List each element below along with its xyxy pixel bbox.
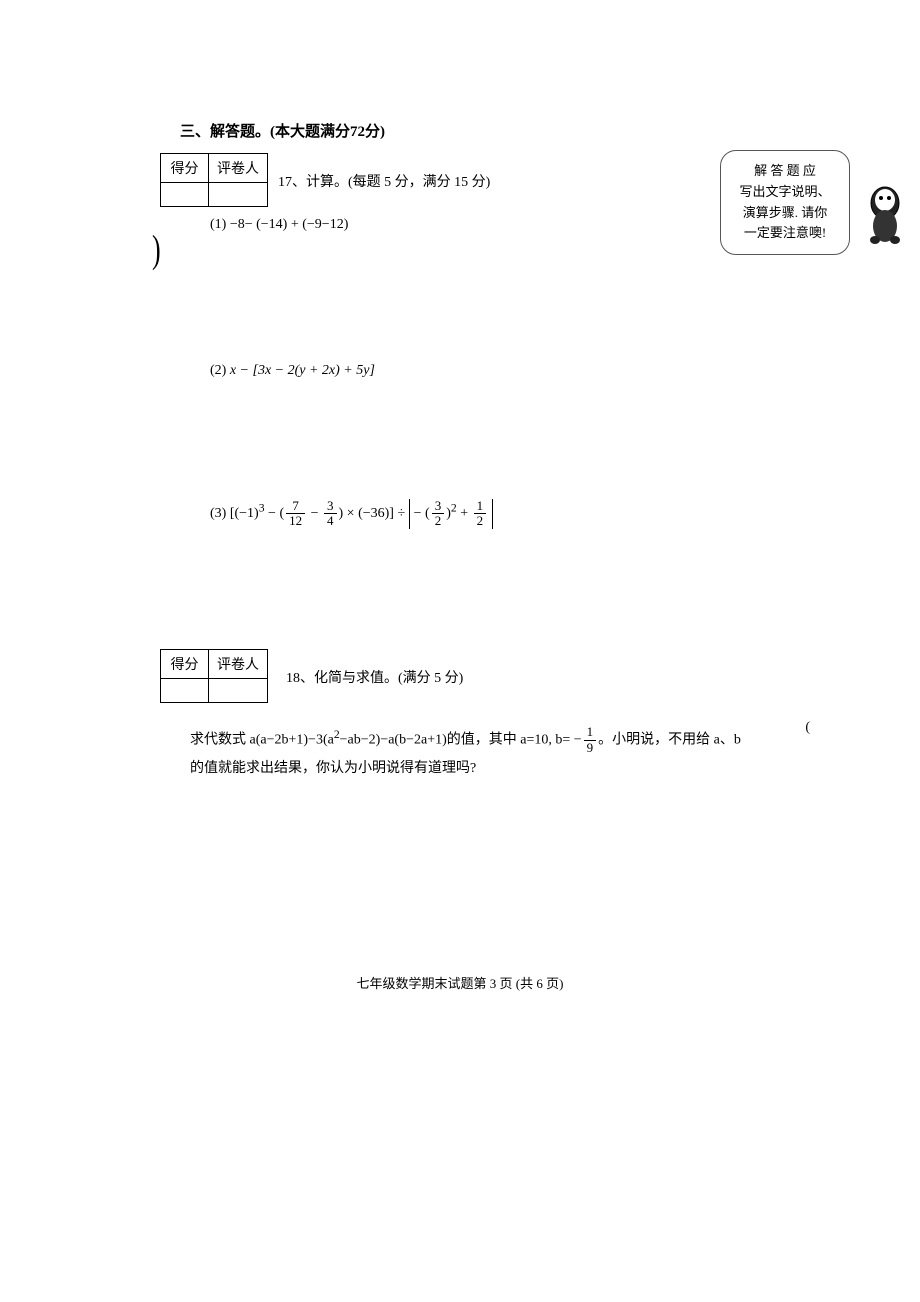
q17-frac3-num: 3 <box>432 499 445 514</box>
q17-header-row: 得分 评卷人 17、计算。(每题 5 分，满分 15 分) <box>160 153 780 207</box>
q17-sub3-c: − <box>307 506 322 521</box>
stray-bracket: ) <box>152 228 161 273</box>
q17-sub2-prefix: (2) <box>210 363 230 378</box>
q17-frac4: 12 <box>474 499 487 529</box>
q17-frac1: 712 <box>286 499 305 529</box>
q17-abs: − (32)2 + 12 <box>409 499 493 529</box>
q17-sub3-a: [(−1) <box>230 506 259 521</box>
score-table-q18: 得分 评卷人 <box>160 649 268 703</box>
stray-paren: ( <box>805 720 810 736</box>
q17-label: 17、计算。(每题 5 分，满分 15 分) <box>278 171 490 191</box>
q18-frac-den: 9 <box>584 741 597 755</box>
score-col-header: 得分 <box>161 154 209 183</box>
q17-sub3: (3) [(−1)3 − (712 − 34) × (−36)] ÷ − (32… <box>210 499 780 529</box>
q17-sub1-expr: −8− (−14) + (−9−12) <box>230 217 349 232</box>
callout-line4: 一定要注意噢! <box>729 223 841 244</box>
q18-body-c: 。小明说，不用给 a、b <box>598 732 741 747</box>
q17-sub3-g: + <box>457 506 472 521</box>
callout-line3: 演算步骤. 请你 <box>729 203 841 224</box>
q18-body-b: −ab−2)−a(b−2a+1)的值，其中 a=10, b= − <box>340 732 582 747</box>
callout-bubble: 解 答 题 应 写出文字说明、 演算步骤. 请你 一定要注意噢! <box>720 150 850 255</box>
q17-sub2: (2) x − [3x − 2(y + 2x) + 5y] <box>210 363 780 379</box>
q17-frac4-num: 1 <box>474 499 487 514</box>
q17-frac2-den: 4 <box>324 514 337 528</box>
q17-frac1-num: 7 <box>286 499 305 514</box>
score-col-header-2: 得分 <box>161 649 209 678</box>
callout-line2: 写出文字说明、 <box>729 182 841 203</box>
mascot-icon <box>860 178 910 248</box>
q17-frac3-den: 2 <box>432 514 445 528</box>
q18-label: 18、化简与求值。(满分 5 分) <box>286 667 463 687</box>
q17-sub3-d: ) × (−36)] ÷ <box>339 506 409 521</box>
q18-header-row: 得分 评卷人 18、化简与求值。(满分 5 分) <box>160 649 780 703</box>
grader-cell-empty <box>209 183 268 207</box>
q17-frac4-den: 2 <box>474 514 487 528</box>
q18-body-d: 的值就能求出结果，你认为小明说得有道理吗? <box>190 761 476 776</box>
q17-frac2-num: 3 <box>324 499 337 514</box>
section-title: 三、解答题。(本大题满分72分) <box>180 120 780 141</box>
q18-body: 求代数式 a(a−2b+1)−3(a2−ab−2)−a(b−2a+1)的值，其中… <box>190 723 780 783</box>
grader-col-header-2: 评卷人 <box>209 649 268 678</box>
q18-body-a: 求代数式 a(a−2b+1)−3(a <box>190 732 334 747</box>
q18-frac-num: 1 <box>584 725 597 740</box>
grader-cell-empty-2 <box>209 678 268 702</box>
q17-sub1: (1) −8− (−14) + (−9−12) <box>210 217 780 233</box>
q17-frac2: 34 <box>324 499 337 529</box>
page-footer: 七年级数学期末试题第 3 页 (共 6 页) <box>0 973 920 992</box>
callout-line1: 解 答 题 应 <box>729 161 841 182</box>
score-cell-empty-2 <box>161 678 209 702</box>
q17-sub3-e: − ( <box>414 506 430 521</box>
mascot-svg <box>860 178 910 248</box>
q17-sub1-prefix: (1) <box>210 217 230 232</box>
grader-col-header: 评卷人 <box>209 154 268 183</box>
score-cell-empty <box>161 183 209 207</box>
q17-frac1-den: 12 <box>286 514 305 528</box>
q17-frac3: 32 <box>432 499 445 529</box>
score-table-q17: 得分 评卷人 <box>160 153 268 207</box>
q17-sub3-prefix: (3) <box>210 506 230 521</box>
q17-sub3-b: − ( <box>265 506 285 521</box>
q18-frac: 19 <box>584 725 597 755</box>
q17-sub2-expr: x − [3x − 2(y + 2x) + 5y] <box>230 363 375 378</box>
